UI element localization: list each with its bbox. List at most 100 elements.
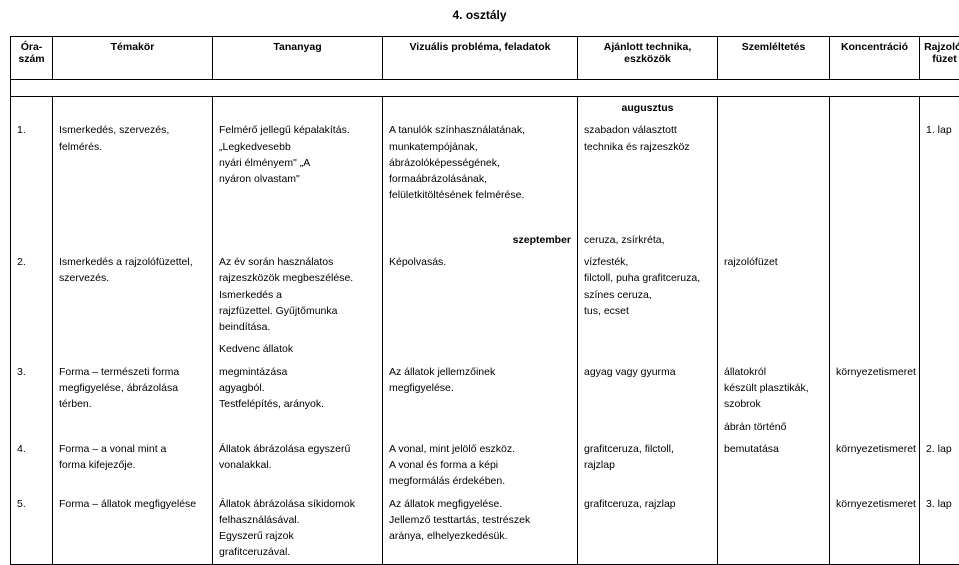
cell-konc bbox=[830, 251, 920, 338]
txt: vonalakkal. bbox=[219, 459, 272, 471]
cell-task: Képolvasás. bbox=[383, 251, 578, 338]
month-row-aug: augusztus bbox=[11, 97, 959, 119]
month-august: augusztus bbox=[578, 97, 718, 119]
cell-topic: Ismerkedés a rajzolófüzettel, szervezés. bbox=[53, 251, 213, 338]
cell bbox=[718, 97, 830, 119]
cell bbox=[718, 338, 830, 360]
cell-num: 1. bbox=[11, 119, 53, 206]
cell-konc: környezetismeret bbox=[830, 361, 920, 416]
txt: agyagból. bbox=[219, 382, 265, 394]
txt: Forma – a vonal mint a bbox=[59, 443, 166, 455]
txt: Az állatok jellemzőinek bbox=[389, 366, 495, 378]
cell-topic: Forma – állatok megfigyelése bbox=[53, 493, 213, 565]
hdr-szam: szám bbox=[18, 53, 44, 65]
hdr-fuz-a: Rajzoló- bbox=[924, 41, 959, 53]
cell bbox=[53, 338, 213, 360]
col-szemleltetes: Szemléltetés bbox=[718, 37, 830, 80]
txt: Ismerkedés a bbox=[219, 289, 282, 301]
cell-fuz: 2. lap bbox=[920, 438, 959, 493]
cell-fuz: 3. lap bbox=[920, 493, 959, 565]
blank-cell bbox=[11, 80, 959, 97]
txt: Forma – természeti forma bbox=[59, 366, 179, 378]
cell-fuz bbox=[920, 361, 959, 416]
txt: felmérés. bbox=[59, 141, 102, 153]
cell-show: rajzolófüzet bbox=[718, 251, 830, 338]
cell-num: 3. bbox=[11, 361, 53, 416]
cell bbox=[53, 207, 213, 229]
txt: beindítása. bbox=[219, 321, 270, 333]
txt: megfigyelése. bbox=[389, 382, 454, 394]
body-table: augusztus 1. Ismerkedés, szervezés, felm… bbox=[10, 97, 959, 565]
cell bbox=[213, 416, 383, 438]
txt: nyáron olvastam" bbox=[219, 173, 300, 185]
cell-material: Állatok ábrázolása egyszerű vonalakkal. bbox=[213, 438, 383, 493]
txt: vízfesték, bbox=[584, 256, 628, 268]
txt: aránya, elhelyezkedésük. bbox=[389, 530, 508, 542]
cell bbox=[830, 229, 920, 251]
cell bbox=[383, 416, 578, 438]
txt: grafitceruza, filctoll, bbox=[584, 443, 674, 455]
cell-material: Kedvenc állatok bbox=[213, 338, 383, 360]
hdr-ora: Óra- bbox=[21, 41, 43, 53]
cell-show: ábrán történő bbox=[718, 416, 830, 438]
txt: grafitceruzával. bbox=[219, 546, 290, 558]
txt: Az év során használatos bbox=[219, 256, 333, 268]
txt: készült plasztikák, bbox=[724, 382, 809, 394]
cell-task: Az állatok megfigyelése. Jellemző testta… bbox=[383, 493, 578, 565]
table-row: 4. Forma – a vonal mint a forma kifejező… bbox=[11, 438, 959, 493]
cell bbox=[920, 416, 959, 438]
cell bbox=[830, 338, 920, 360]
cell bbox=[920, 207, 959, 229]
month-row-sep: szeptember ceruza, zsírkréta, bbox=[11, 229, 959, 251]
txt: Állatok ábrázolása egyszerű bbox=[219, 443, 350, 455]
txt: térben. bbox=[59, 398, 92, 410]
txt: technika és rajzeszköz bbox=[584, 141, 690, 153]
cell-task: A vonal, mint jelölő eszköz. A vonal és … bbox=[383, 438, 578, 493]
cell-fuz: 1. lap bbox=[920, 119, 959, 206]
cell-show: állatokról készült plasztikák, szobrok bbox=[718, 361, 830, 416]
table-row: 2. Ismerkedés a rajzolófüzettel, szervez… bbox=[11, 251, 959, 338]
header-row: Óra- szám Témakör Tananyag Vizuális prob… bbox=[11, 37, 959, 80]
cell-task: A tanulók színhasználatának, munkatempój… bbox=[383, 119, 578, 206]
header-table: Óra- szám Témakör Tananyag Vizuális prob… bbox=[10, 36, 959, 97]
table-row-pre: Kedvenc állatok bbox=[11, 338, 959, 360]
table-row: 1. Ismerkedés, szervezés, felmérés. Felm… bbox=[11, 119, 959, 206]
cell bbox=[11, 97, 53, 119]
txt: Egyszerű rajzok bbox=[219, 530, 294, 542]
cell bbox=[11, 338, 53, 360]
txt: megmintázása bbox=[219, 366, 287, 378]
cell-tool: grafitceruza, filctoll, rajzlap bbox=[578, 438, 718, 493]
txt: forma kifejezője. bbox=[59, 459, 135, 471]
cell-tool: agyag vagy gyurma bbox=[578, 361, 718, 416]
cell-show bbox=[718, 119, 830, 206]
month-september: szeptember bbox=[383, 229, 578, 251]
txt: megformálás érdekében. bbox=[389, 475, 505, 487]
cell-topic: Forma – természeti forma megfigyelése, á… bbox=[53, 361, 213, 416]
txt: szervezés. bbox=[59, 272, 109, 284]
txt: Ismerkedés, szervezés, bbox=[59, 124, 169, 136]
txt: Testfelépítés, arányok. bbox=[219, 398, 324, 410]
txt: szabadon választott bbox=[584, 124, 677, 136]
cell bbox=[920, 338, 959, 360]
cell bbox=[830, 207, 920, 229]
cell-konc bbox=[830, 119, 920, 206]
cell bbox=[213, 207, 383, 229]
cell bbox=[11, 207, 53, 229]
txt: felületkitöltésének felmérése. bbox=[389, 189, 524, 201]
cell bbox=[578, 207, 718, 229]
cell-konc: környezetismeret bbox=[830, 493, 920, 565]
txt: „Legkedvesebb bbox=[219, 141, 291, 153]
cell-num: 4. bbox=[11, 438, 53, 493]
cell-material: Az év során használatos rajzeszközök meg… bbox=[213, 251, 383, 338]
hdr-fuz-b: füzet bbox=[932, 53, 957, 65]
txt: Jellemző testtartás, testrészek bbox=[389, 514, 530, 526]
txt: Állatok ábrázolása síkidomok bbox=[219, 498, 355, 510]
cell bbox=[213, 97, 383, 119]
txt: állatokról bbox=[724, 366, 766, 378]
col-temakor: Témakör bbox=[53, 37, 213, 80]
cell-show: bemutatása bbox=[718, 438, 830, 493]
cell bbox=[578, 338, 718, 360]
txt: rajzfüzettel. Gyűjtőmunka bbox=[219, 305, 337, 317]
cell bbox=[53, 416, 213, 438]
cell-task: Az állatok jellemzőinek megfigyelése. bbox=[383, 361, 578, 416]
